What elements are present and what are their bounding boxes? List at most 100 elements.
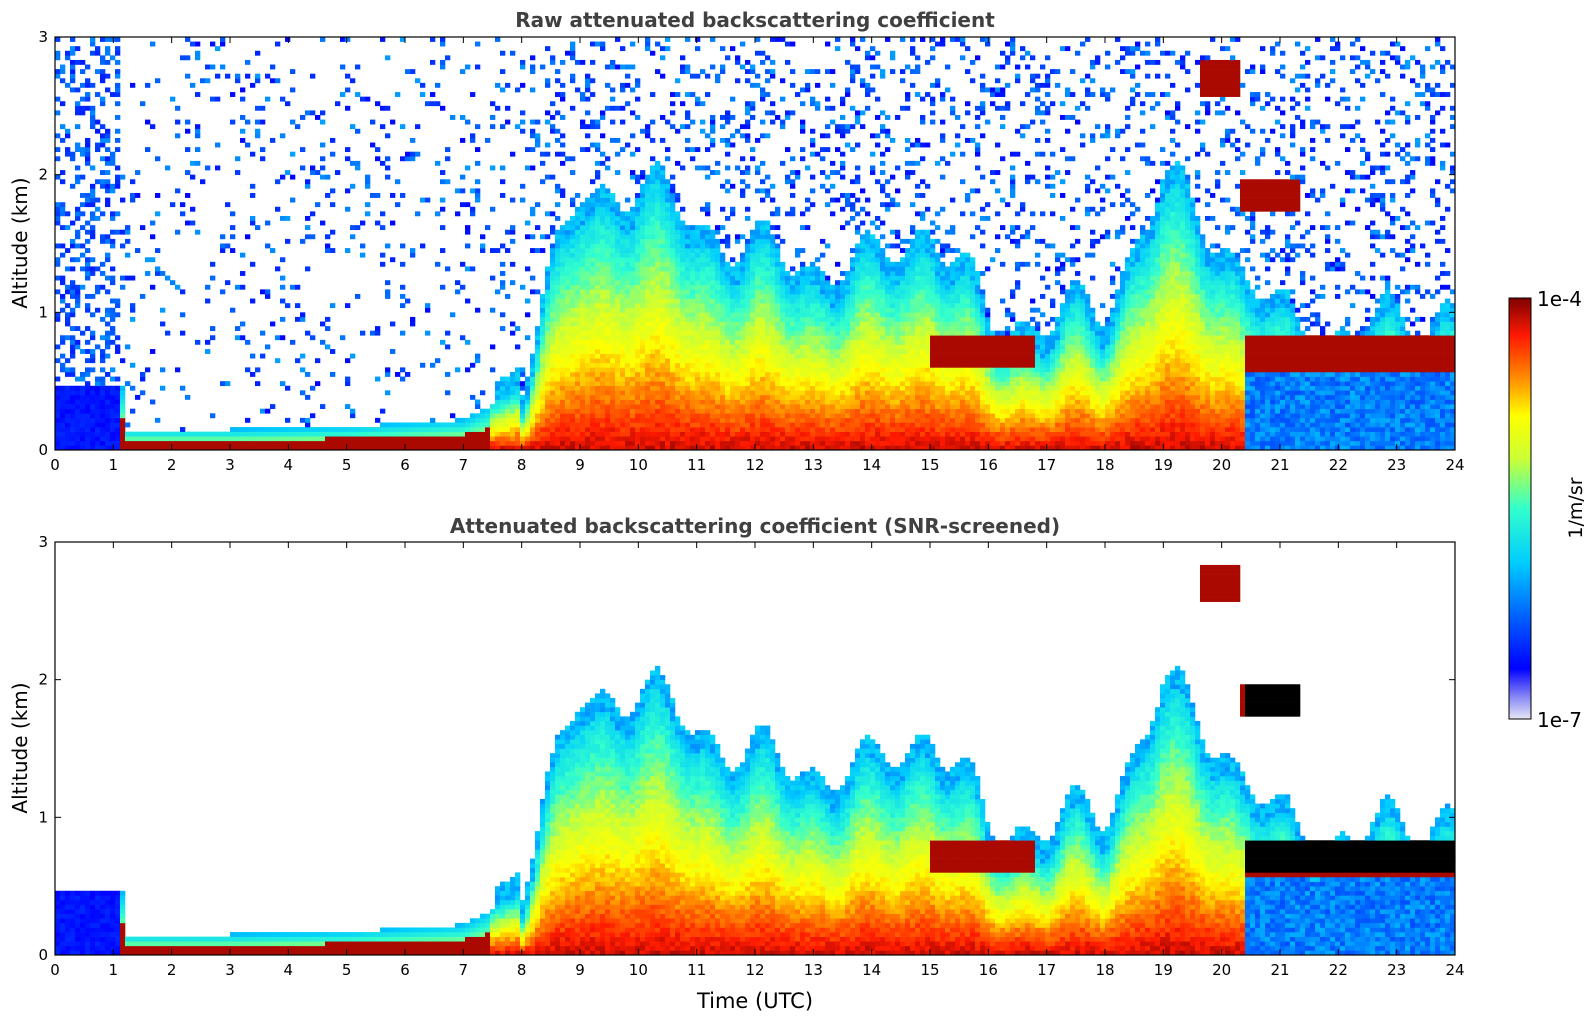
heat-cell <box>540 390 546 396</box>
heat-cell <box>360 96 366 102</box>
heat-cell <box>665 390 671 396</box>
heat-cell <box>765 284 771 290</box>
heat-cell <box>55 261 61 267</box>
heat-cell <box>500 440 506 446</box>
heat-cell <box>740 385 746 391</box>
heat-cell <box>735 362 741 368</box>
heat-cell <box>795 436 801 442</box>
heat-cell <box>650 174 656 180</box>
heat-cell <box>755 293 761 299</box>
heat-cell <box>680 64 686 70</box>
heat-cell <box>360 436 366 442</box>
heat-cell <box>445 55 451 61</box>
heat-cell <box>805 165 811 171</box>
heat-cell <box>695 408 701 414</box>
heat-cell <box>675 440 681 446</box>
heat-cell <box>640 422 646 428</box>
heat-cell <box>350 440 356 446</box>
heat-cell <box>85 271 91 276</box>
heat-cell <box>350 234 356 240</box>
heat-cell <box>670 422 676 428</box>
heat-cell <box>410 321 416 327</box>
heat-cell <box>475 436 481 442</box>
heat-cell <box>570 376 576 382</box>
heat-cell <box>755 344 761 350</box>
heat-cell <box>250 151 256 157</box>
heat-cell <box>490 344 496 350</box>
heat-cell <box>655 326 661 331</box>
heat-cell <box>805 353 811 359</box>
heat-cell <box>60 427 66 432</box>
heat-cell <box>245 445 251 450</box>
heat-cell <box>350 78 356 84</box>
heat-cell <box>450 312 456 318</box>
heat-cell <box>110 376 116 382</box>
heat-cell <box>265 289 271 295</box>
heat-cell <box>105 353 111 359</box>
heat-cell <box>80 69 86 75</box>
heat-cell <box>120 417 126 423</box>
heat-cell <box>260 289 266 295</box>
heat-cell <box>465 64 471 70</box>
heat-cell <box>85 367 91 373</box>
heat-cell <box>555 151 561 157</box>
heat-cell <box>785 280 791 286</box>
heat-cell <box>635 78 641 84</box>
heat-cell <box>810 404 816 409</box>
heat-cell <box>750 367 756 373</box>
heat-cell <box>560 385 566 391</box>
heat-cell <box>600 160 606 166</box>
heat-cell <box>100 96 106 102</box>
heat-cell <box>685 298 691 304</box>
heat-cell <box>115 385 121 391</box>
heat-cell <box>735 436 741 442</box>
heat-cell <box>570 330 576 336</box>
heat-cell <box>475 413 481 419</box>
heat-cell <box>635 261 641 267</box>
heat-cell <box>80 193 86 198</box>
heat-cell <box>690 326 696 331</box>
heat-cell <box>810 367 816 373</box>
heat-cell <box>635 408 641 414</box>
heat-cell <box>475 358 481 364</box>
heat-cell <box>695 316 701 322</box>
heat-cell <box>585 197 591 203</box>
heat-cell <box>680 243 686 249</box>
heat-cell <box>715 445 721 450</box>
heat-cell <box>540 417 546 423</box>
heat-cell <box>435 422 441 428</box>
heat-cell <box>720 408 726 414</box>
heat-cell <box>510 376 516 382</box>
heat-cell <box>705 413 711 419</box>
heat-cell <box>610 431 616 437</box>
heat-cell <box>495 289 501 295</box>
heat-cell <box>605 289 611 295</box>
heat-cell <box>350 160 356 166</box>
heat-cell <box>765 252 771 258</box>
heat-cell <box>540 385 546 391</box>
heat-cell <box>645 206 651 212</box>
heat-cell <box>390 440 396 446</box>
heat-cell <box>665 215 671 221</box>
heat-cell <box>80 284 86 290</box>
heat-cell <box>780 96 786 102</box>
heat-cell <box>565 330 571 336</box>
heat-cell <box>660 408 666 414</box>
heat-cell <box>500 399 506 405</box>
heat-cell <box>85 257 91 263</box>
heat-cell <box>540 413 546 419</box>
heat-cell <box>490 124 496 130</box>
heat-cell <box>810 335 816 341</box>
heat-cell <box>765 220 771 226</box>
heat-cell <box>685 312 691 318</box>
heat-cell <box>610 248 616 253</box>
heat-cell <box>815 381 821 387</box>
heat-cell <box>550 303 556 309</box>
heat-cell <box>705 133 711 139</box>
heat-cell <box>795 307 801 313</box>
heat-cell <box>605 436 611 442</box>
heat-cell <box>190 82 196 88</box>
heat-cell <box>725 321 731 327</box>
heat-cell <box>620 147 626 153</box>
heat-cell <box>605 367 611 373</box>
